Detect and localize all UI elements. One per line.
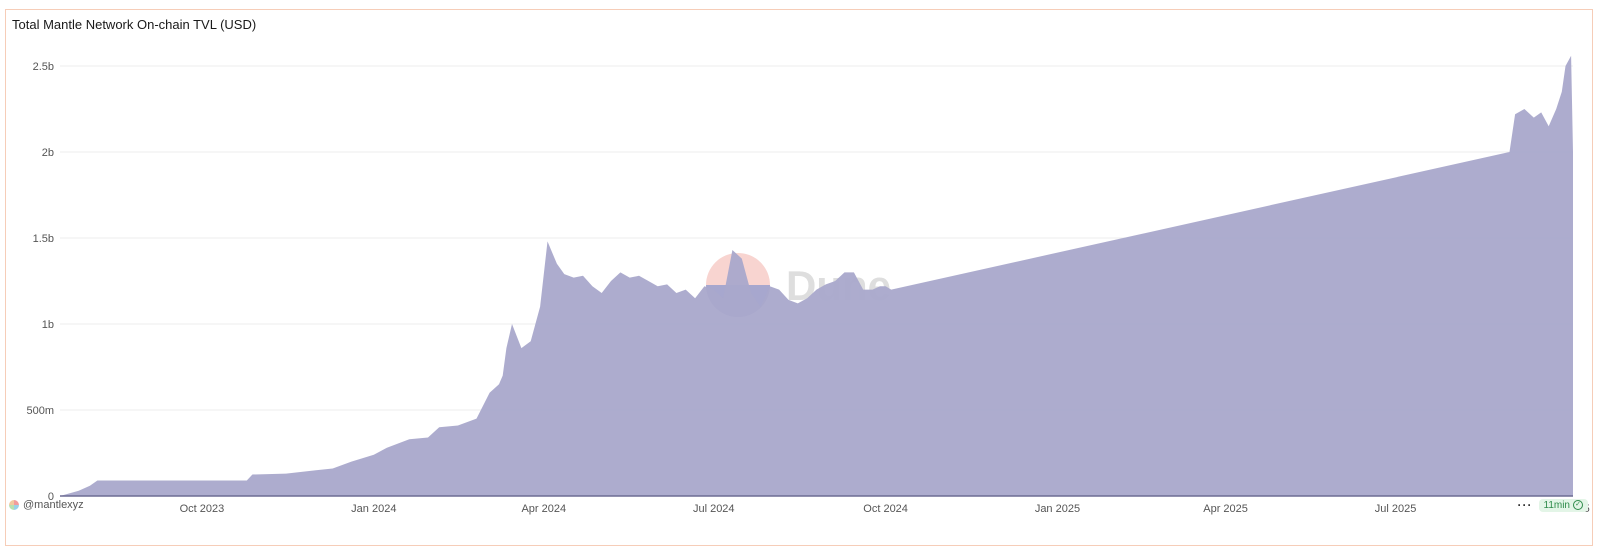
y-tick-label: 2b bbox=[42, 147, 54, 159]
mantle-logo-icon bbox=[9, 500, 19, 510]
tvl-area-series bbox=[60, 55, 1573, 497]
x-tick-label: Jan 2025 bbox=[1035, 503, 1080, 515]
tvl-area bbox=[60, 55, 1573, 496]
y-tick-label: 2.5b bbox=[33, 61, 54, 73]
y-tick-label: 1.5b bbox=[33, 233, 54, 245]
author-credit[interactable]: @mantlexyz bbox=[9, 499, 84, 511]
x-tick-label: Jul 2024 bbox=[693, 503, 735, 515]
y-tick-label: 500m bbox=[26, 405, 54, 417]
x-tick-label: Oct 2024 bbox=[863, 503, 908, 515]
x-tick-label: Jan 2024 bbox=[351, 503, 396, 515]
x-tick-label: Apr 2024 bbox=[521, 503, 566, 515]
freshness-badge: 11min ✓ bbox=[1538, 498, 1588, 512]
author-name: @mantlexyz bbox=[23, 499, 84, 511]
y-tick-label: 0 bbox=[48, 491, 54, 503]
freshness-label: 11min bbox=[1543, 499, 1571, 511]
y-axis: 0 500m 1b 1.5b 2b 2.5b bbox=[26, 61, 54, 503]
check-circle-icon: ✓ bbox=[1573, 500, 1583, 510]
y-tick-label: 1b bbox=[42, 319, 54, 331]
x-axis: Oct 2023 Jan 2024 Apr 2024 Jul 2024 Oct 2024… bbox=[180, 503, 1590, 515]
x-tick-label: Oct 2023 bbox=[180, 503, 225, 515]
x-tick-label: Apr 2025 bbox=[1203, 503, 1248, 515]
chart-footer-actions: ··· 11min ✓ bbox=[1517, 498, 1588, 512]
more-options-icon[interactable]: ··· bbox=[1517, 498, 1533, 512]
x-tick-label: Jul 2025 bbox=[1375, 503, 1417, 515]
chart-title: Total Mantle Network On-chain TVL (USD) bbox=[12, 17, 257, 32]
